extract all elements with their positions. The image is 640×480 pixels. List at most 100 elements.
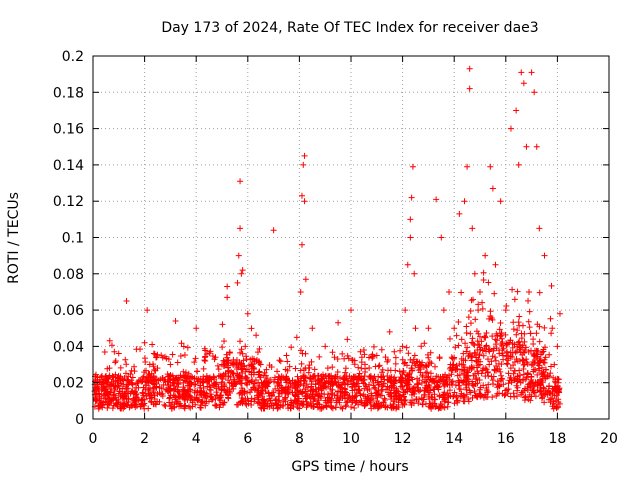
- scatter-point: [446, 288, 453, 295]
- scatter-point: [408, 194, 415, 201]
- scatter-point-bg: [516, 367, 523, 374]
- scatter-point-bg: [129, 402, 136, 409]
- scatter-point-bg: [341, 355, 348, 362]
- scatter-point-bg: [278, 384, 285, 391]
- scatter-point-bg: [530, 383, 537, 390]
- scatter-point-bg: [191, 359, 198, 366]
- scatter-point-bg: [158, 352, 165, 359]
- scatter-point-bg: [422, 369, 429, 376]
- scatter-point-bg: [368, 392, 375, 399]
- scatter-point-bg: [510, 319, 517, 326]
- scatter-point-bg: [172, 386, 179, 393]
- x-tick-label: 16: [497, 431, 515, 447]
- scatter-point-bg: [528, 362, 535, 369]
- scatter-point-bg: [114, 378, 121, 385]
- scatter-point-bg: [161, 353, 168, 360]
- scatter-point: [297, 288, 304, 295]
- scatter-point: [541, 252, 548, 259]
- y-tick-label: 0.02: [53, 376, 84, 392]
- scatter-point-bg: [351, 405, 358, 412]
- scatter-point-bg: [238, 375, 245, 382]
- scatter-point: [412, 325, 419, 332]
- scatter-point-bg: [258, 389, 265, 396]
- scatter-point-bg: [149, 341, 156, 348]
- scatter-point-bg: [200, 365, 207, 372]
- scatter-point-bg: [184, 344, 191, 351]
- scatter-point-bg: [344, 336, 351, 343]
- scatter-point-bg: [397, 374, 404, 381]
- scatter-point-bg: [167, 392, 174, 399]
- y-tick-label: 0.18: [53, 85, 84, 101]
- scatter-point-bg: [551, 361, 558, 368]
- scatter-point-bg: [502, 331, 509, 338]
- scatter-point-bg: [307, 374, 314, 381]
- scatter-point-bg: [112, 357, 119, 364]
- scatter-point-bg: [133, 380, 140, 387]
- scatter-point-bg: [552, 379, 559, 386]
- scatter-point-bg: [331, 354, 338, 361]
- scatter-point-bg: [440, 380, 447, 387]
- scatter-point: [301, 152, 308, 159]
- scatter-point-bg: [262, 388, 269, 395]
- scatter-point-bg: [248, 325, 255, 332]
- scatter-point-bg: [480, 269, 487, 276]
- scatter-point-bg: [477, 393, 484, 400]
- scatter-point-bg: [276, 387, 283, 394]
- scatter-point: [477, 288, 483, 295]
- scatter-point-bg: [202, 358, 209, 365]
- scatter-point-bg: [392, 360, 399, 367]
- scatter-point-bg: [546, 351, 553, 358]
- scatter-point-bg: [340, 379, 347, 386]
- scatter-point-bg: [98, 387, 105, 394]
- scatter-point-bg: [284, 383, 291, 390]
- scatter-point-bg: [201, 345, 208, 352]
- scatter-point-bg: [339, 350, 346, 357]
- scatter-point-bg: [482, 343, 489, 350]
- scatter-point-bg: [553, 385, 560, 392]
- scatter-point-bg: [161, 401, 168, 408]
- scatter-point: [402, 307, 409, 314]
- scatter-point-bg: [229, 369, 236, 376]
- scatter-point: [234, 279, 241, 286]
- scatter-point-bg: [538, 364, 545, 371]
- scatter-point-bg: [150, 401, 157, 408]
- scatter-point-bg: [513, 356, 520, 363]
- scatter-point-bg: [297, 347, 304, 354]
- scatter-point-bg: [284, 358, 291, 365]
- scatter-point-bg: [343, 402, 350, 409]
- scatter-point-bg: [237, 338, 244, 345]
- scatter-point-bg: [294, 404, 301, 411]
- scatter-point-bg: [302, 365, 309, 372]
- scatter-point: [257, 361, 264, 368]
- scatter-point-bg: [495, 382, 502, 389]
- scatter-point-bg: [271, 378, 278, 385]
- scatter-point-bg: [415, 400, 422, 407]
- scatter-point-bg: [300, 372, 307, 379]
- scatter-point-bg: [218, 387, 225, 394]
- scatter-point-bg: [166, 395, 173, 402]
- scatter-point-bg: [225, 367, 232, 374]
- scatter-point-bg: [203, 350, 210, 357]
- scatter-point-bg: [502, 391, 509, 398]
- scatter-point-bg: [349, 356, 356, 363]
- scatter-point-bg: [112, 371, 119, 378]
- scatter-point-bg: [401, 400, 408, 407]
- scatter-point-bg: [209, 396, 216, 403]
- scatter-point-bg: [485, 381, 492, 388]
- scatter-point-bg: [554, 375, 561, 382]
- scatter-point-bg: [191, 381, 198, 388]
- scatter-point: [407, 234, 414, 241]
- scatter-point-bg: [436, 355, 443, 362]
- scatter-point: [523, 143, 530, 150]
- scatter-point-bg: [236, 390, 243, 397]
- scatter-point-bg: [465, 396, 472, 403]
- scatter-point-bg: [447, 393, 454, 400]
- x-tick-label: 4: [192, 431, 201, 447]
- scatter-point-bg: [488, 358, 495, 365]
- scatter-point-bg: [174, 359, 181, 366]
- scatter-point-bg: [378, 392, 385, 399]
- scatter-point-bg: [504, 390, 511, 397]
- scatter-point-bg: [224, 364, 231, 371]
- scatter-point: [360, 347, 367, 354]
- scatter-point: [531, 89, 538, 96]
